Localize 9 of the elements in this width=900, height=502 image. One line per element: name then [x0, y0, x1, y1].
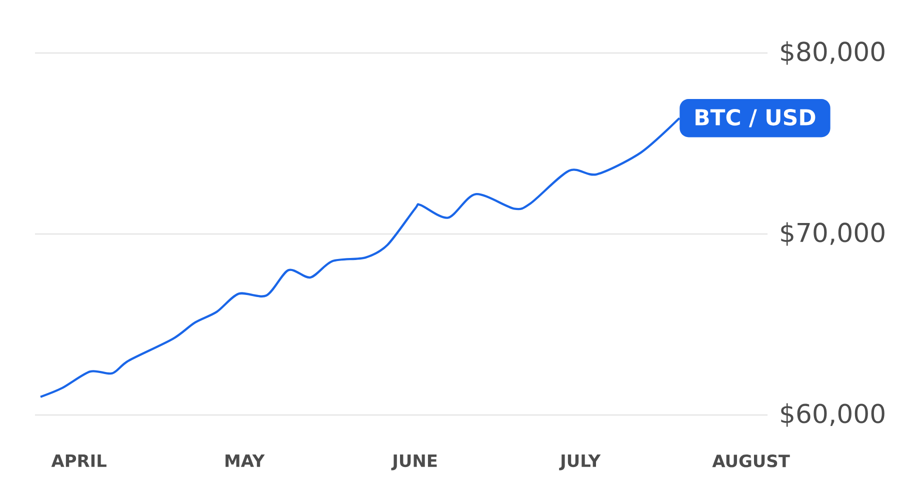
series-label: BTC / USD	[696, 108, 816, 128]
x-tick-label: AUGUST	[712, 454, 790, 468]
y-tick-label: $80,000	[781, 41, 884, 65]
y-tick-label: $60,000	[781, 403, 884, 427]
x-tick-label: MAY	[226, 454, 265, 467]
x-tick-label: APRIL	[51, 454, 106, 467]
x-tick-label: JUNE	[391, 454, 437, 470]
y-tick-label: $70,000	[781, 222, 884, 246]
x-tick-label: JULY	[559, 454, 601, 470]
